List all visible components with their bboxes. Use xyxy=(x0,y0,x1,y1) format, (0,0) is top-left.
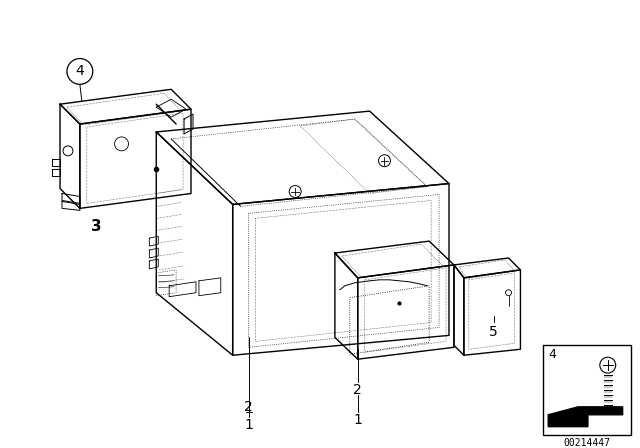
Polygon shape xyxy=(335,253,358,359)
Polygon shape xyxy=(464,270,520,355)
Polygon shape xyxy=(60,104,80,208)
Text: 1: 1 xyxy=(244,418,253,432)
Polygon shape xyxy=(156,111,449,204)
Text: 3: 3 xyxy=(92,219,102,234)
Polygon shape xyxy=(233,184,449,355)
Text: 1: 1 xyxy=(353,413,362,427)
Text: 2: 2 xyxy=(353,383,362,397)
Text: 2: 2 xyxy=(244,400,253,414)
Text: 4: 4 xyxy=(548,348,556,361)
Polygon shape xyxy=(80,109,191,208)
Polygon shape xyxy=(454,258,520,278)
Text: 00214447: 00214447 xyxy=(563,438,611,448)
Circle shape xyxy=(600,357,616,373)
Polygon shape xyxy=(156,132,233,355)
Polygon shape xyxy=(335,241,454,278)
Polygon shape xyxy=(454,265,464,355)
Text: 5: 5 xyxy=(489,325,498,340)
Polygon shape xyxy=(548,407,623,426)
Polygon shape xyxy=(358,265,454,359)
Text: 4: 4 xyxy=(76,65,84,78)
Polygon shape xyxy=(350,286,429,354)
Circle shape xyxy=(67,59,93,84)
Polygon shape xyxy=(60,89,191,124)
